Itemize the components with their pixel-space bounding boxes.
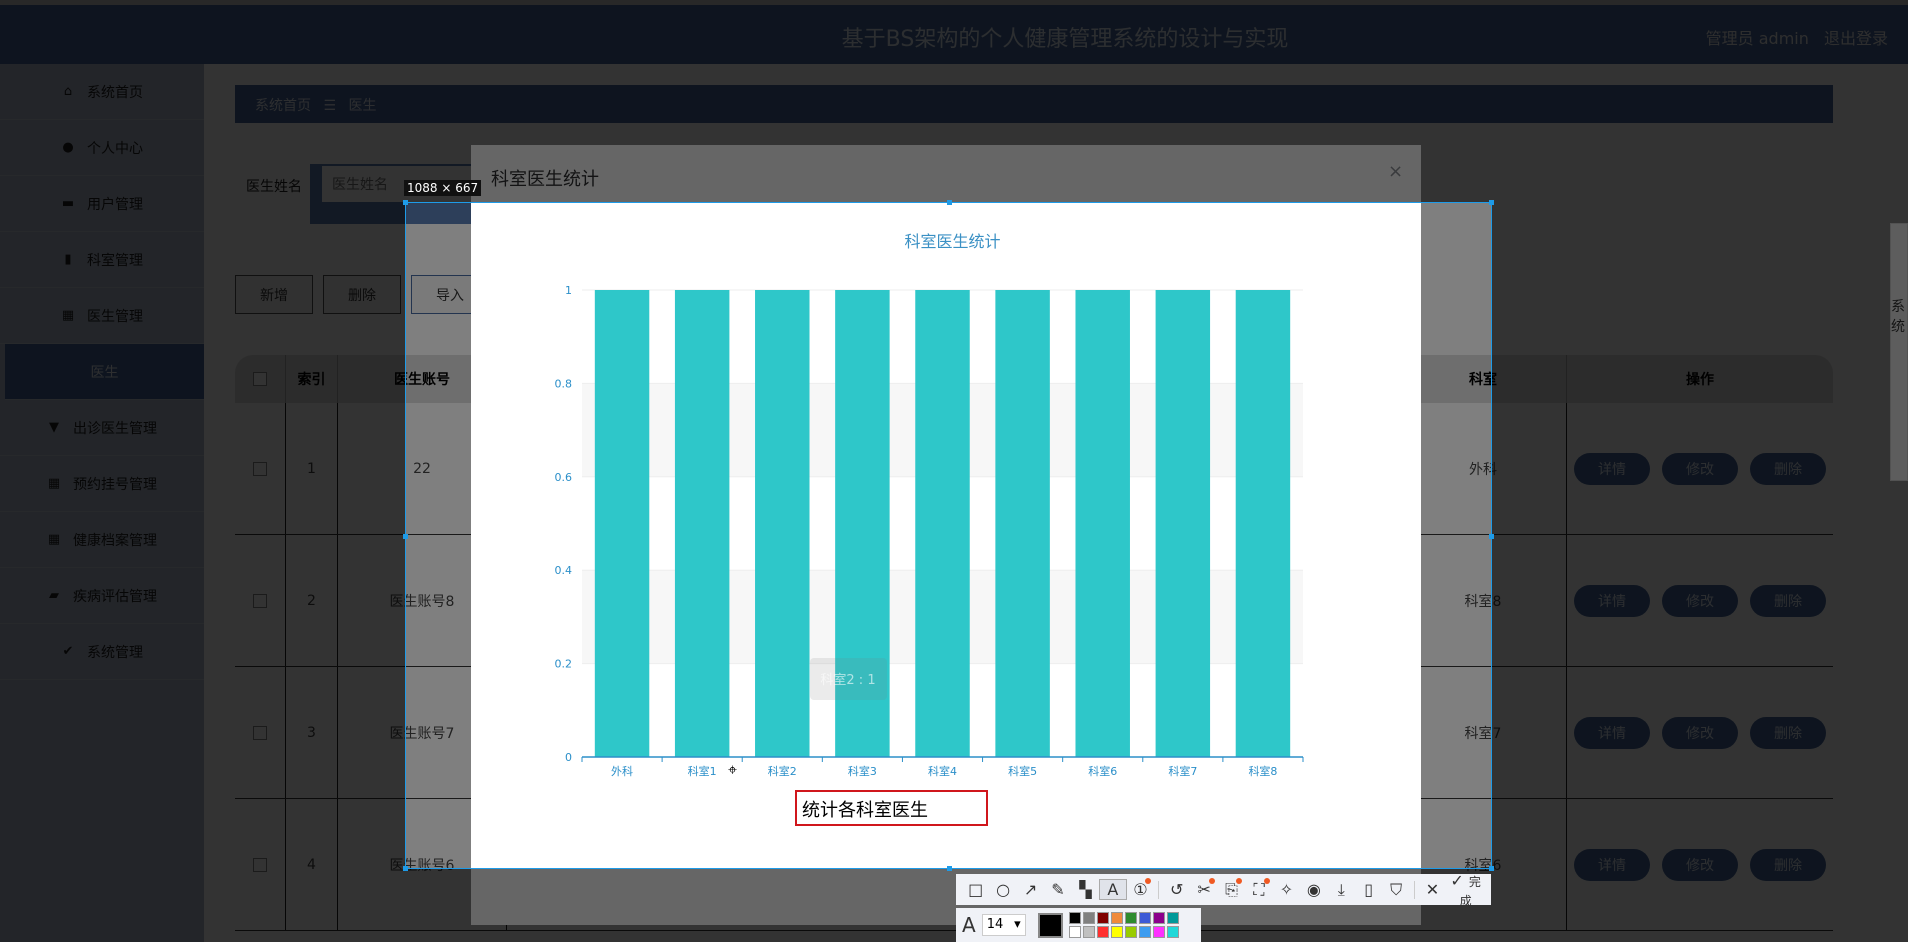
current-color-swatch[interactable] [1037, 912, 1063, 938]
y-tick-label: 0.2 [555, 658, 573, 671]
color-swatch[interactable] [1124, 926, 1137, 938]
y-tick-label: 1 [565, 284, 572, 297]
x-tick-label: 科室7 [1168, 764, 1197, 778]
text-annotation[interactable]: 统计各科室医生 [795, 790, 988, 826]
bar [915, 290, 970, 757]
color-swatch[interactable] [1110, 926, 1123, 938]
cut-icon[interactable]: ✂ [1190, 878, 1217, 899]
color-swatch[interactable] [1096, 912, 1109, 924]
color-swatch[interactable] [1152, 912, 1165, 924]
done-button[interactable]: ✓ 完成 [1450, 870, 1481, 908]
pin-icon[interactable]: ✧ [1279, 880, 1294, 899]
chart-title: 科室医生统计 [904, 232, 1000, 251]
y-tick-label: 0.8 [555, 377, 573, 390]
x-tick-label: 科室1 [688, 764, 717, 778]
text-tool-icon[interactable]: A [1099, 879, 1127, 900]
bar [995, 290, 1050, 757]
font-icon: A [962, 913, 976, 937]
mosaic-icon[interactable]: ▚ [1079, 880, 1092, 899]
chevron-down-icon: ▾ [1014, 917, 1021, 932]
undo-icon[interactable]: ↺ [1170, 880, 1184, 899]
font-size-select[interactable]: 14 ▾ [981, 914, 1026, 936]
x-tick-label: 科室8 [1248, 764, 1277, 778]
tooltip-box [810, 658, 887, 700]
phone-icon[interactable]: ▯ [1364, 880, 1374, 899]
download-icon[interactable]: ⤓ [1337, 879, 1345, 899]
bar [674, 290, 730, 757]
x-tick-label: 科室2 [768, 764, 797, 778]
bar [1155, 290, 1211, 757]
bar [1235, 290, 1291, 757]
font-size-value: 14 [986, 917, 1004, 932]
selection-size-label: 1088 × 667 [404, 180, 482, 196]
arrow-icon[interactable]: ↗ [1023, 880, 1038, 899]
color-swatch[interactable] [1068, 926, 1081, 938]
bar [755, 290, 810, 757]
modal-title: 科室医生统计 [491, 169, 599, 190]
y-tick-label: 0.6 [555, 471, 573, 484]
color-swatch[interactable] [1096, 926, 1109, 938]
crosshair-cursor-icon: ⌖ [728, 760, 738, 779]
color-swatch[interactable] [1110, 912, 1123, 924]
divider [1413, 880, 1415, 899]
close-icon[interactable]: × [1388, 161, 1404, 182]
color-swatch[interactable] [1068, 912, 1081, 924]
cancel-icon[interactable]: ✕ [1425, 880, 1440, 899]
y-tick-label: 0 [565, 751, 572, 764]
circle-icon[interactable]: ○ [996, 880, 1011, 899]
color-swatch[interactable] [1082, 926, 1095, 938]
pencil-icon[interactable]: ✎ [1051, 880, 1065, 899]
ocr-icon[interactable]: ⛶ [1245, 877, 1272, 900]
text-style-bar: A 14 ▾ [956, 908, 1201, 942]
color-swatch[interactable] [1166, 912, 1179, 924]
x-tick-label: 科室5 [1008, 764, 1037, 778]
side-panel[interactable]: 系统 [1890, 223, 1908, 481]
color-swatch[interactable] [1166, 926, 1179, 938]
bar [594, 290, 650, 757]
side-panel-text: 系统 [1891, 299, 1905, 335]
dept-doctor-chart: 科室医生统计 0 0.2 0.4 0.6 0.8 1 外科 科室1 科室2 科室3 科室4 科室5 科室6… [555, 232, 1304, 778]
x-tick-label: 科室6 [1088, 764, 1117, 778]
number-marker-icon[interactable]: ① [1127, 878, 1154, 899]
done-label: 完成 [1459, 874, 1481, 908]
y-tick-label: 0.4 [555, 564, 573, 577]
bar [835, 290, 890, 757]
record-icon[interactable]: ◉ [1306, 880, 1321, 899]
translate-icon[interactable]: ⎘ [1218, 877, 1245, 900]
divider [1158, 880, 1160, 899]
color-swatch[interactable] [1124, 912, 1137, 924]
bookmark-icon[interactable]: ⛉ [1390, 879, 1403, 899]
bar [1075, 290, 1130, 757]
color-swatch[interactable] [1138, 926, 1151, 938]
x-tick-label: 科室4 [928, 764, 957, 778]
x-tick-label: 外科 [611, 764, 633, 778]
screenshot-toolbar: □ ○ ↗ ✎ ▚ A ① ↺ ✂ ⎘ ⛶ ✧ ◉ ⤓ ▯ ⛉ ✕ ✓ 完成 [956, 871, 1491, 908]
color-swatch[interactable] [1082, 912, 1095, 924]
rectangle-icon[interactable]: □ [968, 880, 984, 899]
x-tick-label: 科室3 [848, 764, 877, 778]
color-swatch[interactable] [1152, 926, 1165, 938]
tooltip-text: 科室2 : 1 [820, 672, 875, 688]
color-swatch[interactable] [1138, 912, 1151, 924]
color-palette [1068, 912, 1179, 938]
